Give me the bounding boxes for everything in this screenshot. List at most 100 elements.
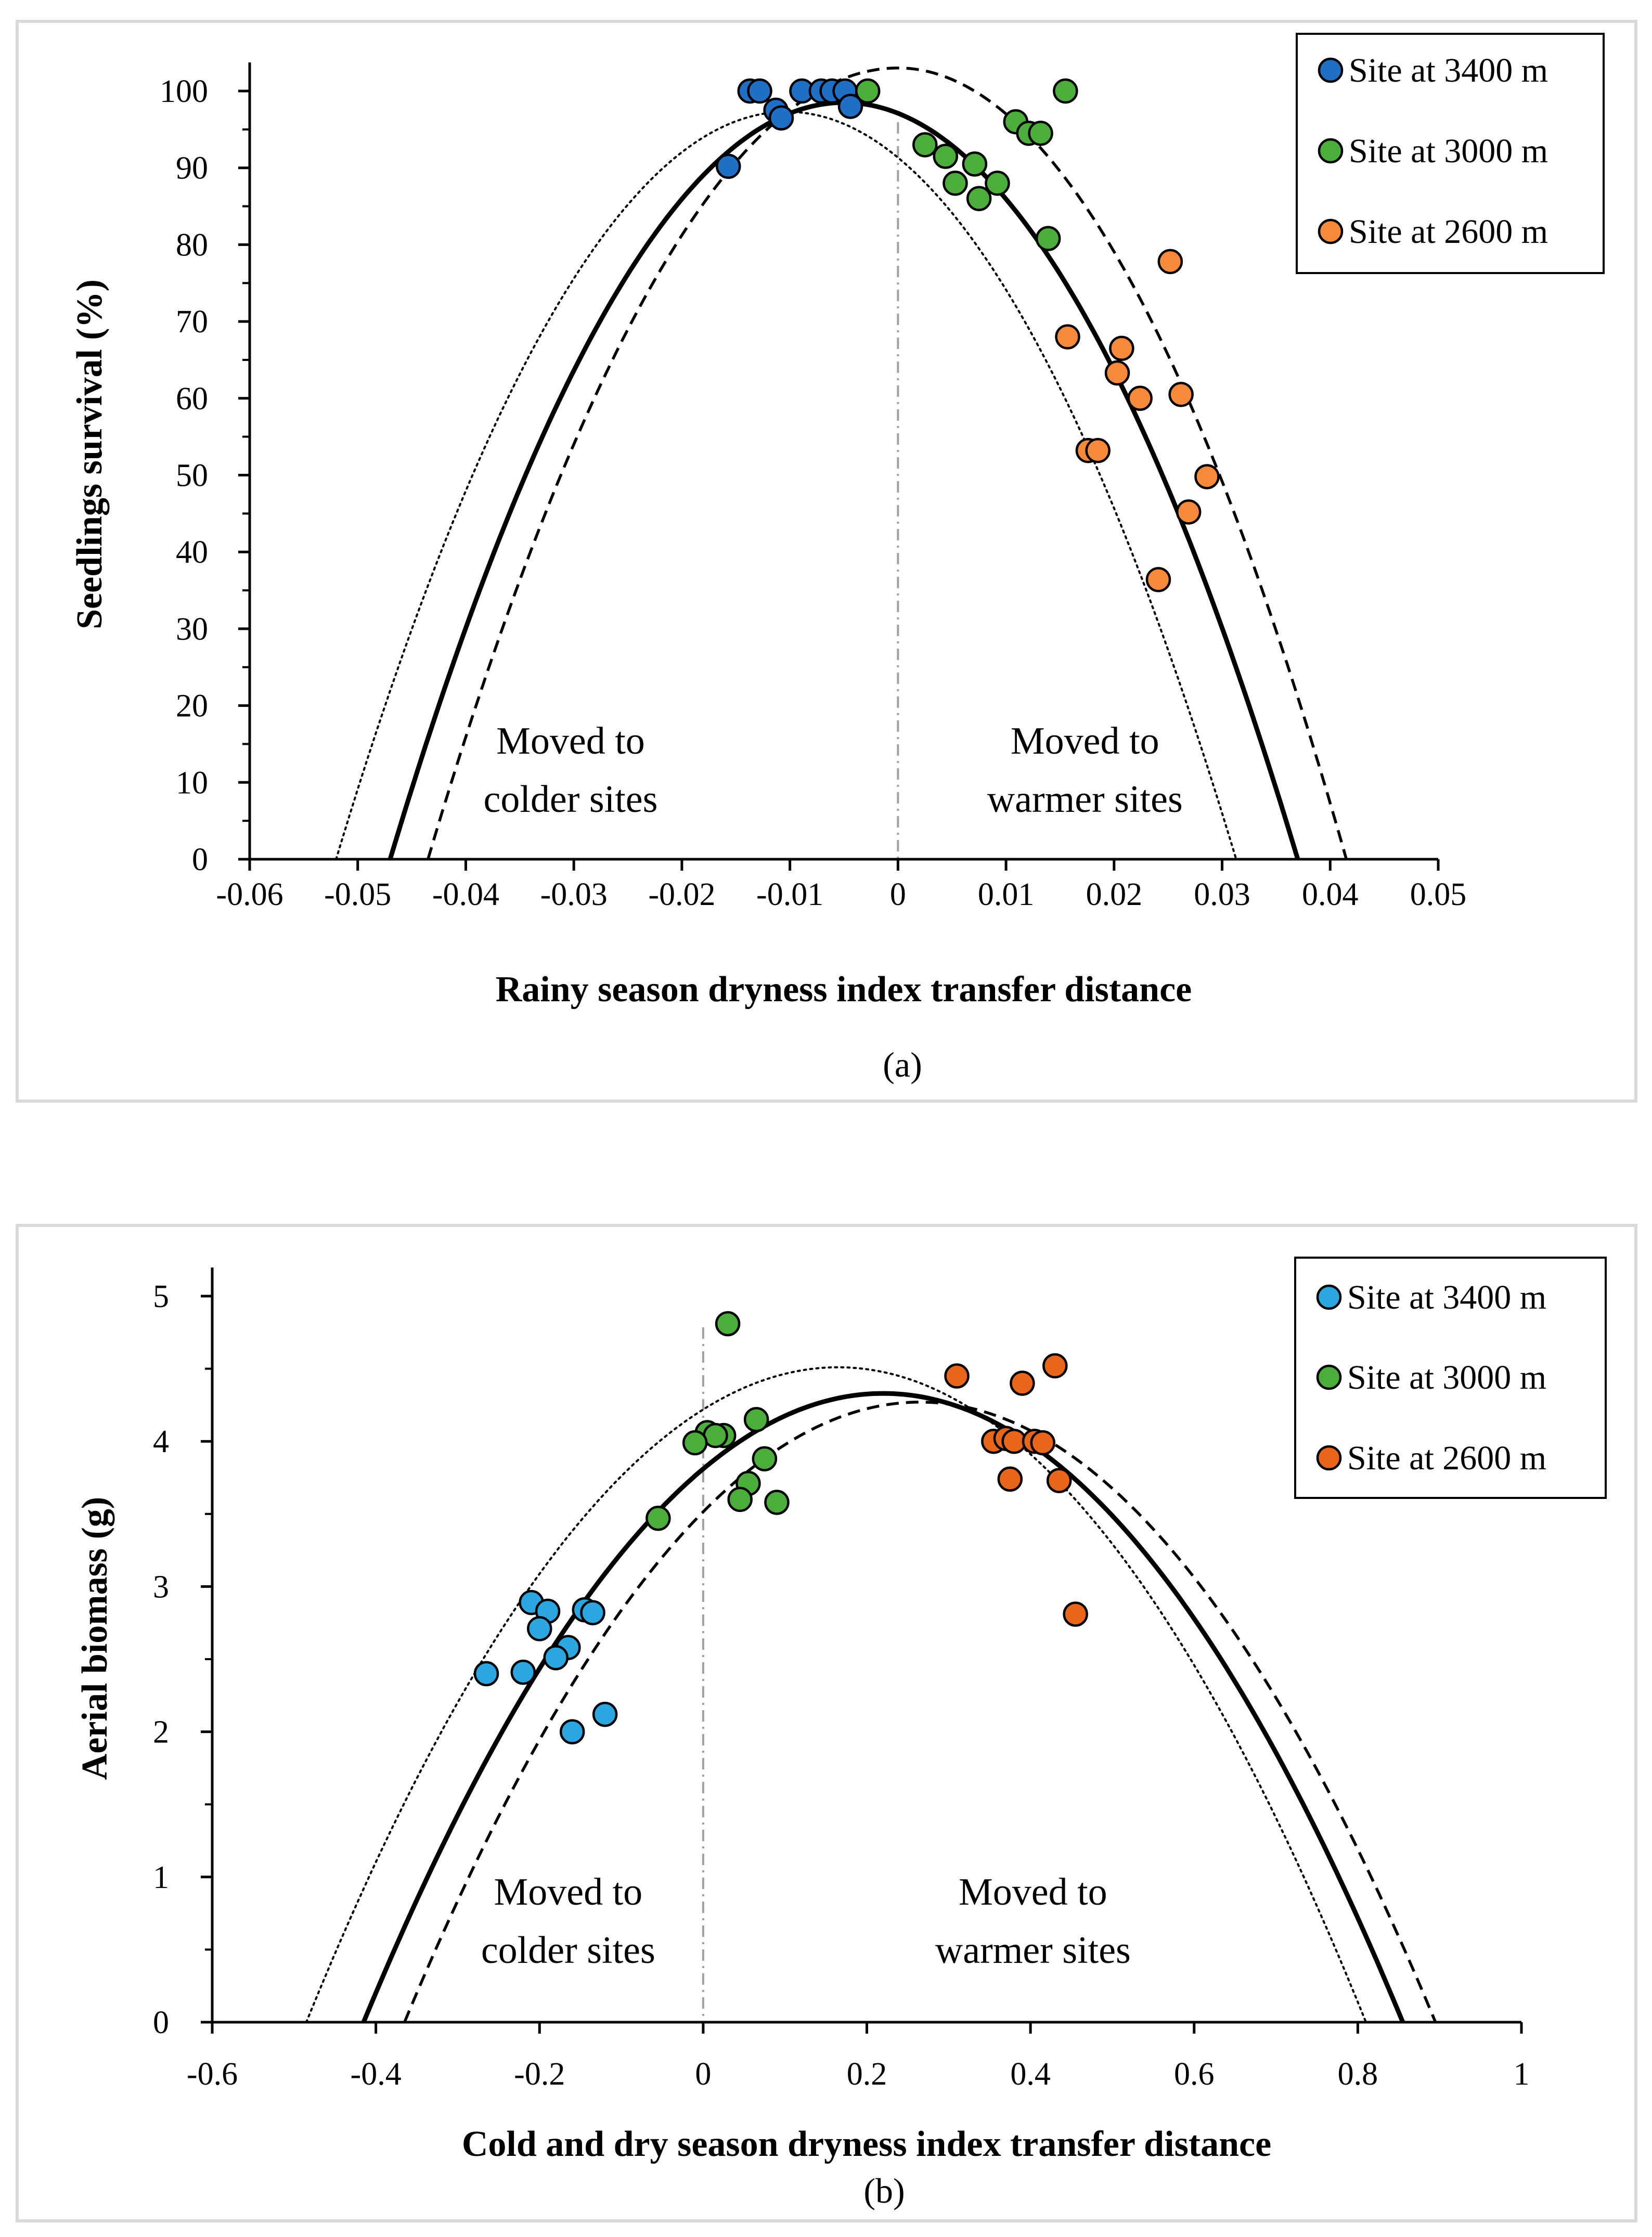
y-tick-label: 30 xyxy=(176,612,208,647)
x-axis-title: Cold and dry season dryness index transf… xyxy=(462,2124,1271,2164)
data-point-site-at-3000-m xyxy=(855,78,881,104)
legend-label: Site at 3400 m xyxy=(1349,51,1548,89)
x-tick-label: -0.02 xyxy=(648,877,715,912)
legend-label: Site at 3400 m xyxy=(1347,1278,1546,1316)
annotation-text: colder sites xyxy=(481,1929,655,1972)
y-tick-label: 0 xyxy=(192,842,208,877)
legend-label: Site at 3000 m xyxy=(1347,1359,1546,1396)
chart-a: 0 10 20 30 40 50 60 70 80 90 100 -0.06 -0.05 -0.04 -0.… xyxy=(70,33,1605,1084)
legend-box xyxy=(1294,1257,1607,1499)
y-tick-label: 100 xyxy=(160,74,208,109)
x-axis-title: Rainy season dryness index transfer dist… xyxy=(496,969,1192,1010)
data-point-site-at-3000-m xyxy=(966,186,992,212)
x-tick-label: 0 xyxy=(695,2057,711,2092)
legend-label: Site at 3000 m xyxy=(1349,132,1548,170)
fit-curve-solid xyxy=(361,1391,1405,2023)
data-point-site-at-2600-m xyxy=(1063,1601,1088,1627)
x-tick-label: -0.01 xyxy=(756,877,823,912)
annotation-text: Moved to xyxy=(959,1871,1107,1913)
data-point-site-at-2600-m xyxy=(1010,1370,1035,1396)
x-tick-label: 0.2 xyxy=(847,2057,887,2092)
data-point-site-at-2600-m xyxy=(944,1363,970,1389)
y-tick-label: 4 xyxy=(153,1424,169,1459)
y-tick-label: 20 xyxy=(176,689,208,724)
data-point-site-at-3400-m xyxy=(837,94,863,119)
annotation-text: colder sites xyxy=(483,778,657,821)
data-point-site-at-3000-m xyxy=(764,1490,790,1515)
x-tick-label: 0.02 xyxy=(1086,877,1143,912)
data-point-site-at-2600-m xyxy=(997,1466,1023,1492)
data-point-site-at-2600-m xyxy=(1104,360,1130,386)
data-point-site-at-2600-m xyxy=(1127,385,1153,411)
data-point-site-at-2600-m xyxy=(1176,499,1202,525)
data-point-site-at-3400-m xyxy=(473,1661,499,1687)
data-point-site-at-2600-m xyxy=(1055,324,1080,350)
legend-marker xyxy=(1318,218,1344,244)
x-tick-label: 0.04 xyxy=(1302,877,1359,912)
y-tick-label: 2 xyxy=(153,1715,169,1750)
data-point-site-at-2600-m xyxy=(1030,1430,1055,1456)
y-tick-label: 3 xyxy=(153,1569,169,1605)
data-point-site-at-3000-m xyxy=(715,1311,741,1337)
data-point-site-at-3400-m xyxy=(747,78,772,104)
legend-label: Site at 2600 m xyxy=(1349,213,1548,251)
panel-caption: (b) xyxy=(863,2171,905,2210)
data-point-site-at-3400-m xyxy=(527,1616,552,1641)
annotation-text: Moved to xyxy=(494,1871,642,1913)
legend-marker xyxy=(1316,1364,1342,1390)
data-point-site-at-3000-m xyxy=(912,132,938,158)
legend-box xyxy=(1296,33,1605,274)
data-point-site-at-3000-m xyxy=(1053,78,1078,104)
data-point-site-at-2600-m xyxy=(1046,1468,1072,1493)
data-point-site-at-3000-m xyxy=(727,1486,753,1512)
fit-curve-dashed xyxy=(427,66,1348,860)
legend-marker xyxy=(1318,57,1344,83)
data-point-site-at-3000-m xyxy=(933,144,959,169)
panel-caption: (a) xyxy=(883,1045,922,1084)
x-tick-label: 0.4 xyxy=(1010,2057,1051,2092)
x-tick-label: -0.03 xyxy=(540,877,608,912)
y-tick-label: 5 xyxy=(153,1279,169,1314)
y-tick-label: 70 xyxy=(176,304,208,340)
legend-marker xyxy=(1318,138,1344,164)
data-point-site-at-3400-m xyxy=(580,1600,605,1625)
data-point-site-at-3000-m xyxy=(943,170,968,196)
chart-b: 0 1 2 3 4 5 -0.6 -0.4 -0.2 0 0.2 0.4 0.6 0.8 1 Cold and… xyxy=(75,1257,1607,2210)
y-tick-label: 10 xyxy=(176,765,208,800)
legend-marker xyxy=(1316,1284,1342,1310)
data-point-site-at-3000-m xyxy=(752,1446,778,1471)
annotation-text: Moved to xyxy=(496,720,645,762)
y-axis-title: Seedlings survival (%) xyxy=(70,279,110,629)
x-tick-label: -0.2 xyxy=(514,2057,565,2092)
x-tick-label: -0.06 xyxy=(216,877,283,912)
y-tick-label: 60 xyxy=(176,381,208,417)
x-tick-label: -0.05 xyxy=(324,877,391,912)
annotation-text: Moved to xyxy=(1011,720,1159,762)
data-point-site-at-3400-m xyxy=(715,153,741,179)
y-tick-label: 80 xyxy=(176,227,208,263)
y-tick-label: 40 xyxy=(176,535,208,570)
y-axis-title: Aerial biomass (g) xyxy=(75,1497,115,1780)
x-tick-label: 0.6 xyxy=(1174,2057,1215,2092)
x-tick-label: 0.8 xyxy=(1338,2057,1378,2092)
annotation-text: warmer sites xyxy=(935,1929,1131,1972)
y-tick-label: 50 xyxy=(176,458,208,494)
x-tick-label: -0.6 xyxy=(187,2057,238,2092)
data-point-site-at-2600-m xyxy=(1194,464,1220,489)
data-point-site-at-3400-m xyxy=(768,105,794,131)
legend-marker xyxy=(1316,1445,1342,1471)
data-point-site-at-2600-m xyxy=(1042,1353,1068,1379)
data-point-site-at-3000-m xyxy=(646,1505,671,1531)
fit-curve-dotted xyxy=(305,1366,1367,2023)
data-point-site-at-2600-m xyxy=(1157,249,1183,275)
annotation-text: warmer sites xyxy=(987,778,1183,821)
data-point-site-at-3000-m xyxy=(962,151,988,177)
data-point-site-at-3000-m xyxy=(743,1407,769,1432)
data-point-site-at-3400-m xyxy=(510,1659,536,1685)
y-tick-label: 0 xyxy=(153,2005,169,2040)
data-point-site-at-3000-m xyxy=(985,170,1010,196)
data-point-site-at-3000-m xyxy=(682,1430,708,1456)
x-tick-label: 0.03 xyxy=(1194,877,1250,912)
x-tick-label: 0.01 xyxy=(978,877,1035,912)
